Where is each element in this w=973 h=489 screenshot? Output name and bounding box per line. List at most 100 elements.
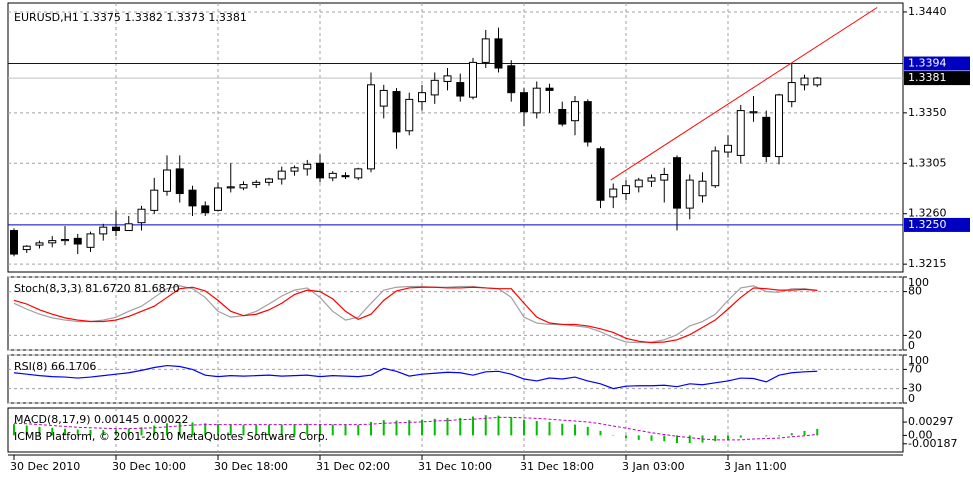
candle-body — [265, 178, 273, 183]
histogram-bar — [217, 424, 219, 436]
histogram-bar — [357, 425, 360, 436]
histogram-bar — [25, 425, 28, 436]
x-tick-label: 31 Dec 02:00 — [316, 460, 390, 473]
candle-body — [239, 184, 248, 189]
histogram-bar — [523, 419, 525, 436]
histogram-bar — [153, 425, 156, 436]
candle-body — [379, 89, 388, 107]
trendline — [610, 7, 878, 181]
histogram-bar — [676, 435, 678, 444]
candle-body — [341, 175, 350, 178]
last-price-box — [904, 71, 970, 86]
candle-body — [112, 226, 120, 232]
histogram-bar — [625, 435, 627, 439]
histogram-bar — [421, 419, 423, 436]
candle-body — [749, 111, 758, 114]
histogram-bar — [778, 435, 780, 437]
candle-body — [48, 240, 57, 244]
histogram-bar — [38, 426, 41, 436]
histogram-bar — [370, 421, 372, 436]
series-line — [13, 285, 818, 344]
histogram-bar — [331, 424, 334, 436]
candle-body — [443, 75, 452, 82]
signal-line — [13, 416, 818, 441]
candle-body — [188, 189, 197, 207]
y-tick-label: 1.3260 — [908, 207, 947, 220]
y-tick-label: -0.00187 — [908, 437, 957, 450]
histogram-bar — [255, 425, 258, 436]
candle-body — [545, 87, 554, 91]
candle-body — [647, 177, 656, 182]
x-tick-label: 30 Dec 2010 — [10, 460, 80, 473]
histogram-bar — [408, 420, 411, 436]
level-label-box — [904, 56, 970, 71]
histogram-bar — [688, 435, 691, 444]
y-tick-label: 80 — [908, 285, 922, 298]
candle-body — [634, 179, 643, 188]
candle-body — [137, 208, 146, 224]
candle-body — [124, 223, 133, 232]
histogram-bar — [229, 424, 232, 436]
candle-body — [430, 79, 439, 96]
candle-body — [175, 168, 184, 195]
candle-body — [35, 242, 44, 246]
histogram-bar — [89, 430, 92, 436]
histogram-bar — [382, 420, 385, 436]
histogram-bar — [13, 424, 15, 436]
y-tick-label: 100 — [908, 354, 929, 367]
histogram-bar — [650, 435, 653, 441]
panel-frame — [7, 354, 904, 404]
histogram-bar — [268, 425, 270, 436]
histogram-bar — [319, 424, 321, 436]
histogram-bar — [140, 427, 143, 436]
series-line — [13, 286, 818, 344]
candle-body — [150, 189, 159, 211]
candle-body — [290, 167, 299, 172]
copyright: ICMB Platform, © 2001-2010 MetaQuotes So… — [14, 430, 328, 443]
histogram-bar — [816, 428, 819, 436]
candle-body — [22, 245, 31, 251]
series-line — [13, 364, 818, 390]
candle-body — [571, 101, 579, 122]
y-tick-label: 70 — [908, 362, 922, 375]
histogram-bar — [191, 422, 194, 436]
x-tick-label: 3 Jan 11:00 — [724, 460, 787, 473]
candle-body — [469, 61, 477, 98]
x-tick-label: 30 Dec 18:00 — [214, 460, 288, 473]
candle-body — [558, 108, 567, 125]
panel-title: RSI(8) 66.1706 — [14, 360, 96, 373]
histogram-bar — [599, 430, 602, 436]
histogram-bar — [484, 415, 487, 436]
level-label-box — [904, 217, 970, 232]
candle-body — [507, 65, 516, 94]
candle-body — [86, 233, 95, 248]
histogram-bar — [178, 421, 181, 436]
candle-body — [303, 163, 312, 170]
histogram-bar — [663, 435, 666, 442]
histogram-bar — [637, 435, 640, 440]
candle-body — [762, 116, 771, 158]
histogram-bar — [51, 427, 54, 436]
histogram-bar — [714, 435, 717, 442]
y-tick-label: 1.3350 — [908, 106, 947, 119]
panel-frame — [7, 407, 904, 453]
candle-body — [494, 38, 503, 69]
level-label: 1.3394 — [908, 57, 947, 70]
y-tick-label: 0 — [908, 339, 915, 352]
candle-body — [354, 168, 363, 179]
candle-body — [61, 238, 69, 242]
histogram-bar — [497, 415, 500, 436]
x-tick-label: 3 Jan 03:00 — [622, 460, 685, 473]
candle-body — [800, 77, 809, 86]
candle-body — [622, 185, 630, 195]
candle-body — [226, 186, 235, 189]
histogram-bar — [574, 424, 576, 436]
candle-body — [481, 38, 490, 63]
candle-body — [609, 188, 618, 198]
candle-body — [724, 144, 732, 153]
x-tick-label: 31 Dec 10:00 — [418, 460, 492, 473]
histogram-bar — [127, 428, 130, 436]
y-tick-label: 0 — [908, 392, 915, 405]
histogram-bar — [561, 423, 564, 436]
histogram-bar — [242, 425, 245, 436]
